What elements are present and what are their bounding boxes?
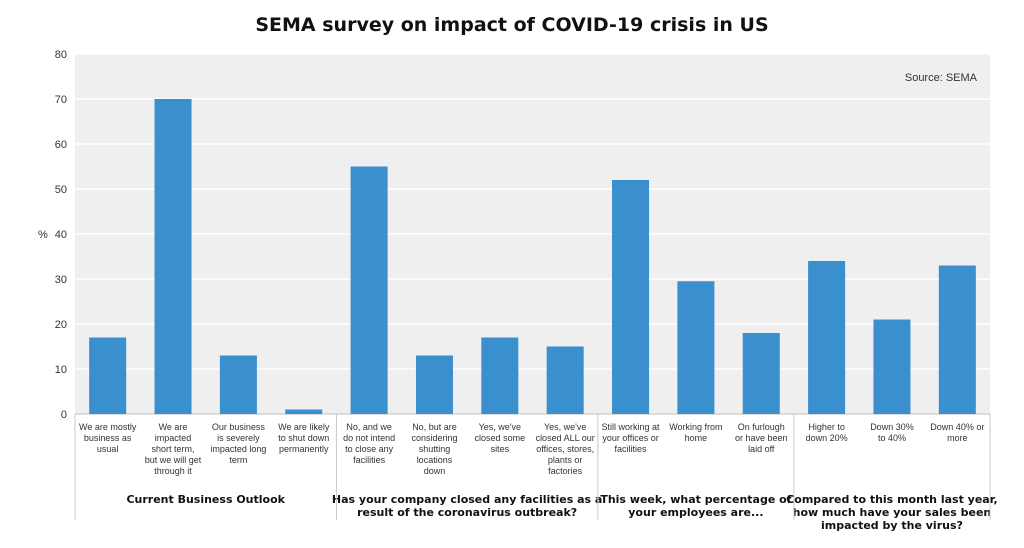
category-label: We are mostly bbox=[79, 422, 137, 432]
group-label: impacted by the virus? bbox=[821, 519, 963, 532]
bar bbox=[415, 355, 453, 414]
y-tick-label: 0 bbox=[61, 409, 67, 421]
category-label: Down 30% bbox=[870, 422, 914, 432]
category-label: sites bbox=[491, 444, 510, 454]
category-label: term bbox=[229, 455, 247, 465]
group-label: Compared to this month last year, bbox=[786, 493, 998, 506]
y-tick-label: 40 bbox=[55, 229, 67, 241]
category-label: down 20% bbox=[806, 433, 848, 443]
category-label: Our business bbox=[212, 422, 266, 432]
category-label: closed some bbox=[475, 433, 526, 443]
y-tick-label: 80 bbox=[55, 49, 67, 61]
category-label: laid off bbox=[748, 444, 775, 454]
bar bbox=[285, 409, 323, 414]
bar bbox=[89, 337, 127, 414]
category-label: We are likely bbox=[278, 422, 330, 432]
y-axis-label: % bbox=[38, 229, 48, 241]
category-label: Higher to bbox=[808, 422, 845, 432]
bar bbox=[938, 265, 976, 414]
group-label: result of the coronavirus outbreak? bbox=[357, 506, 577, 519]
category-label: offices, stores, bbox=[536, 444, 594, 454]
category-label: to 40% bbox=[878, 433, 906, 443]
category-label: plants or bbox=[548, 455, 583, 465]
bar bbox=[873, 319, 911, 414]
group-label: Has your company closed any facilities a… bbox=[332, 493, 602, 506]
category-label: permanently bbox=[279, 444, 329, 454]
category-label: We are bbox=[159, 422, 188, 432]
bar bbox=[546, 346, 584, 414]
chart-title: SEMA survey on impact of COVID-19 crisis… bbox=[255, 14, 769, 36]
bar bbox=[350, 166, 388, 414]
category-label: Yes, we've bbox=[544, 422, 586, 432]
y-tick-label: 20 bbox=[55, 319, 67, 331]
category-label: No, and we bbox=[346, 422, 392, 432]
group-label: Current Business Outlook bbox=[126, 493, 285, 506]
y-tick-label: 70 bbox=[55, 94, 67, 106]
category-label: down bbox=[424, 466, 446, 476]
category-label: locations bbox=[417, 455, 453, 465]
category-label: No, but are bbox=[412, 422, 457, 432]
category-label: but we will get bbox=[145, 455, 202, 465]
category-label: or have been bbox=[735, 433, 788, 443]
category-label: impacted bbox=[155, 433, 192, 443]
bar bbox=[677, 281, 715, 414]
category-label: through it bbox=[154, 466, 192, 476]
category-label: home bbox=[685, 433, 708, 443]
source-note: Source: SEMA bbox=[905, 72, 978, 84]
bar bbox=[219, 355, 257, 414]
y-tick-label: 30 bbox=[55, 274, 67, 286]
category-label: factories bbox=[548, 466, 583, 476]
category-label: usual bbox=[97, 444, 119, 454]
y-tick-label: 50 bbox=[55, 184, 67, 196]
bar bbox=[481, 337, 519, 414]
category-label: more bbox=[947, 433, 968, 443]
bar bbox=[612, 180, 650, 414]
y-tick-label: 60 bbox=[55, 139, 67, 151]
y-tick-label: 10 bbox=[55, 364, 67, 376]
category-label: to shut down bbox=[278, 433, 329, 443]
category-label: shutting bbox=[419, 444, 451, 454]
category-label: closed ALL our bbox=[536, 433, 595, 443]
category-label: On furlough bbox=[738, 422, 785, 432]
category-label: considering bbox=[411, 433, 457, 443]
group-label: your employees are... bbox=[628, 506, 763, 519]
group-label: This week, what percentage of bbox=[600, 493, 791, 506]
category-label: impacted long bbox=[210, 444, 266, 454]
category-label: short term, bbox=[152, 444, 195, 454]
category-label: Yes, we've bbox=[479, 422, 521, 432]
group-label: how much have your sales been bbox=[793, 506, 992, 519]
category-label: do not intend bbox=[343, 433, 395, 443]
bar bbox=[808, 261, 846, 414]
category-label: to close any bbox=[345, 444, 394, 454]
bar bbox=[742, 333, 780, 414]
category-label: Down 40% or bbox=[930, 422, 984, 432]
category-label: facilities bbox=[353, 455, 386, 465]
category-label: is severely bbox=[217, 433, 260, 443]
category-label: business as bbox=[84, 433, 132, 443]
category-label: your offices or bbox=[602, 433, 658, 443]
bar bbox=[154, 99, 192, 414]
category-label: facilities bbox=[615, 444, 648, 454]
category-label: Still working at bbox=[602, 422, 661, 432]
category-label: Working from bbox=[669, 422, 722, 432]
